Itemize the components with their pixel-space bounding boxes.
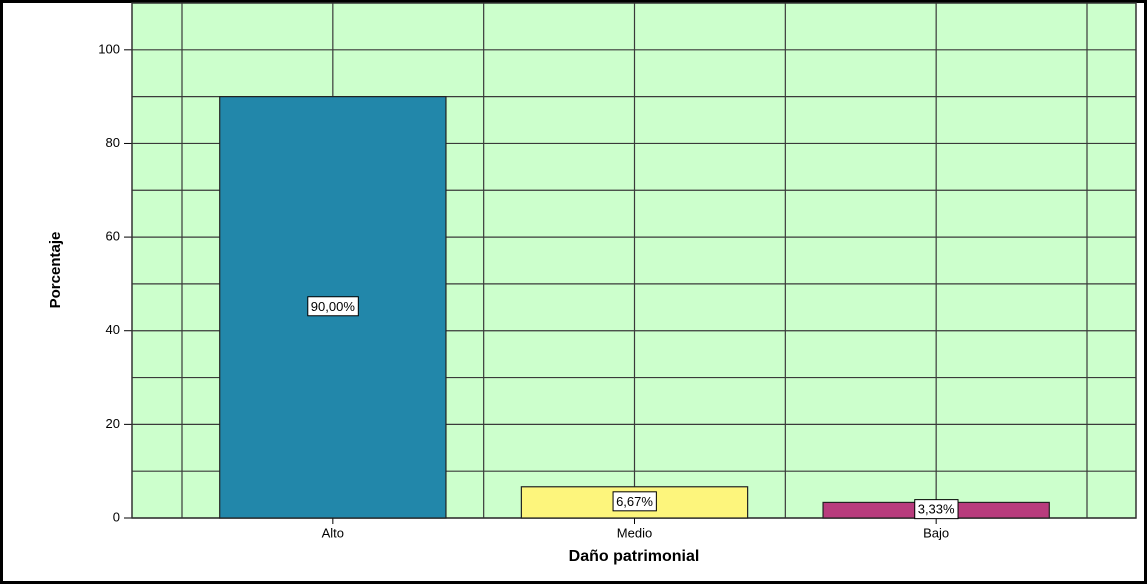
value-label: 6,67% bbox=[616, 494, 653, 509]
y-tick-label: 20 bbox=[106, 416, 120, 431]
x-tick-label: Bajo bbox=[923, 525, 949, 540]
x-axis-title: Daño patrimonial bbox=[569, 548, 700, 565]
y-axis-title: Porcentaje bbox=[47, 232, 64, 309]
value-label: 90,00% bbox=[311, 299, 356, 314]
x-tick-label: Alto bbox=[322, 525, 344, 540]
value-label-box bbox=[612, 491, 657, 512]
y-tick-label: 60 bbox=[106, 229, 120, 244]
x-tick-label: Medio bbox=[617, 525, 652, 540]
y-tick-label: 80 bbox=[106, 135, 120, 150]
value-label-box bbox=[914, 499, 959, 520]
y-tick-label: 100 bbox=[98, 41, 120, 56]
y-tick-label: 40 bbox=[106, 322, 120, 337]
value-label-box bbox=[307, 296, 359, 317]
y-tick-label: 0 bbox=[113, 509, 120, 524]
value-label: 3,33% bbox=[918, 502, 955, 517]
